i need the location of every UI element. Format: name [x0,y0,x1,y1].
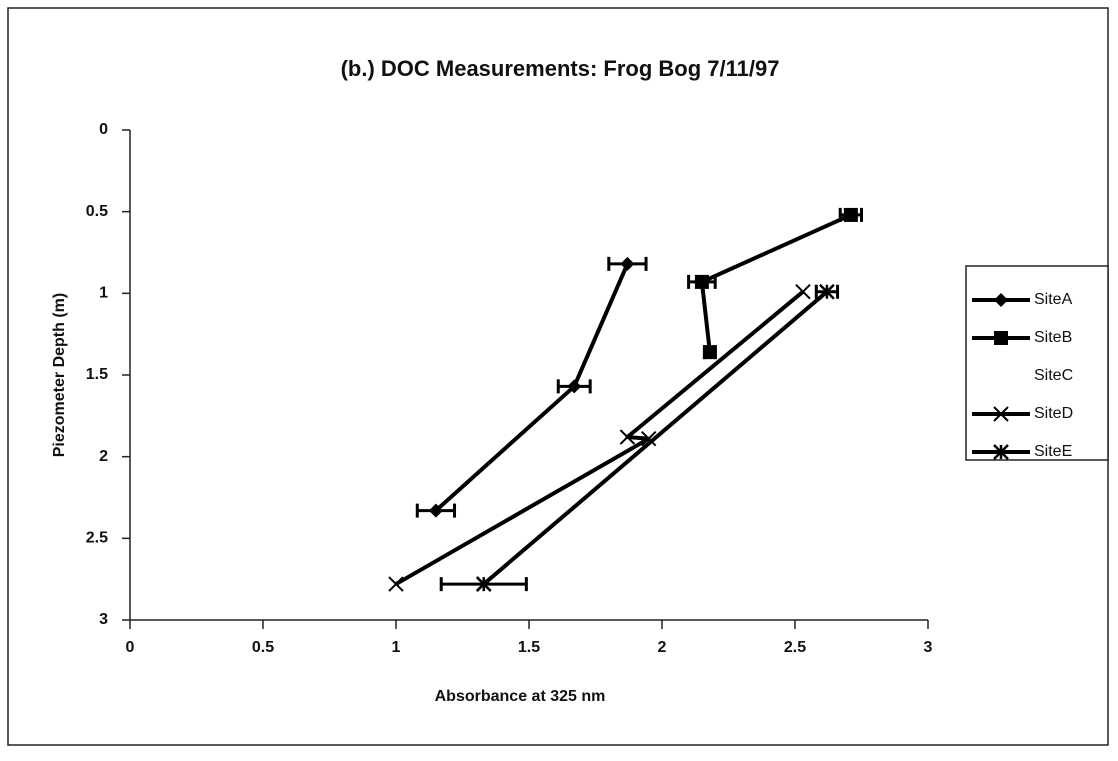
marker [993,406,1009,422]
marker [843,207,858,222]
marker [994,331,1008,345]
legend-label: SiteC [1034,367,1073,384]
x-tick-label: 1.5 [518,639,540,656]
marker [819,283,835,300]
legend-label: SiteE [1034,443,1072,460]
series-line [482,290,829,586]
y-tick-label: 2.5 [86,530,108,547]
marker [475,576,492,592]
marker [702,345,717,360]
x-tick-label: 1 [392,639,401,656]
legend-label: SiteD [1034,405,1073,422]
legend-label: SiteB [1034,329,1072,346]
x-tick-label: 0 [126,639,135,656]
marker [388,576,404,592]
marker [694,274,709,289]
marker [567,379,582,394]
x-tick-label: 3 [924,639,933,656]
y-tick-label: 3 [99,611,108,628]
x-tick-label: 2.5 [784,639,806,656]
x-tick-label: 2 [658,639,667,656]
frame [7,7,1109,746]
marker [994,293,1008,307]
series-line [395,290,805,586]
marker [620,256,635,271]
y-tick-label: 0 [99,121,108,138]
y-tick-label: 1 [99,285,108,302]
marker [428,503,443,518]
series-line [434,263,630,513]
legend-label: SiteA [1034,291,1073,308]
y-tick-label: 2 [99,448,108,465]
x-tick-label: 0.5 [252,639,274,656]
series-line [699,213,852,353]
marker [795,283,811,300]
chart-title: (b.) DOC Measurements: Frog Bog 7/11/97 [341,56,780,81]
y-tick-label: 1.5 [86,366,108,383]
y-tick-label: 0.5 [86,203,108,220]
marker [640,430,657,447]
x-axis-label: Absorbance at 325 nm [435,688,606,705]
marker [993,444,1009,460]
marker [619,429,636,445]
y-axis-label: Piezometer Depth (m) [51,293,68,457]
